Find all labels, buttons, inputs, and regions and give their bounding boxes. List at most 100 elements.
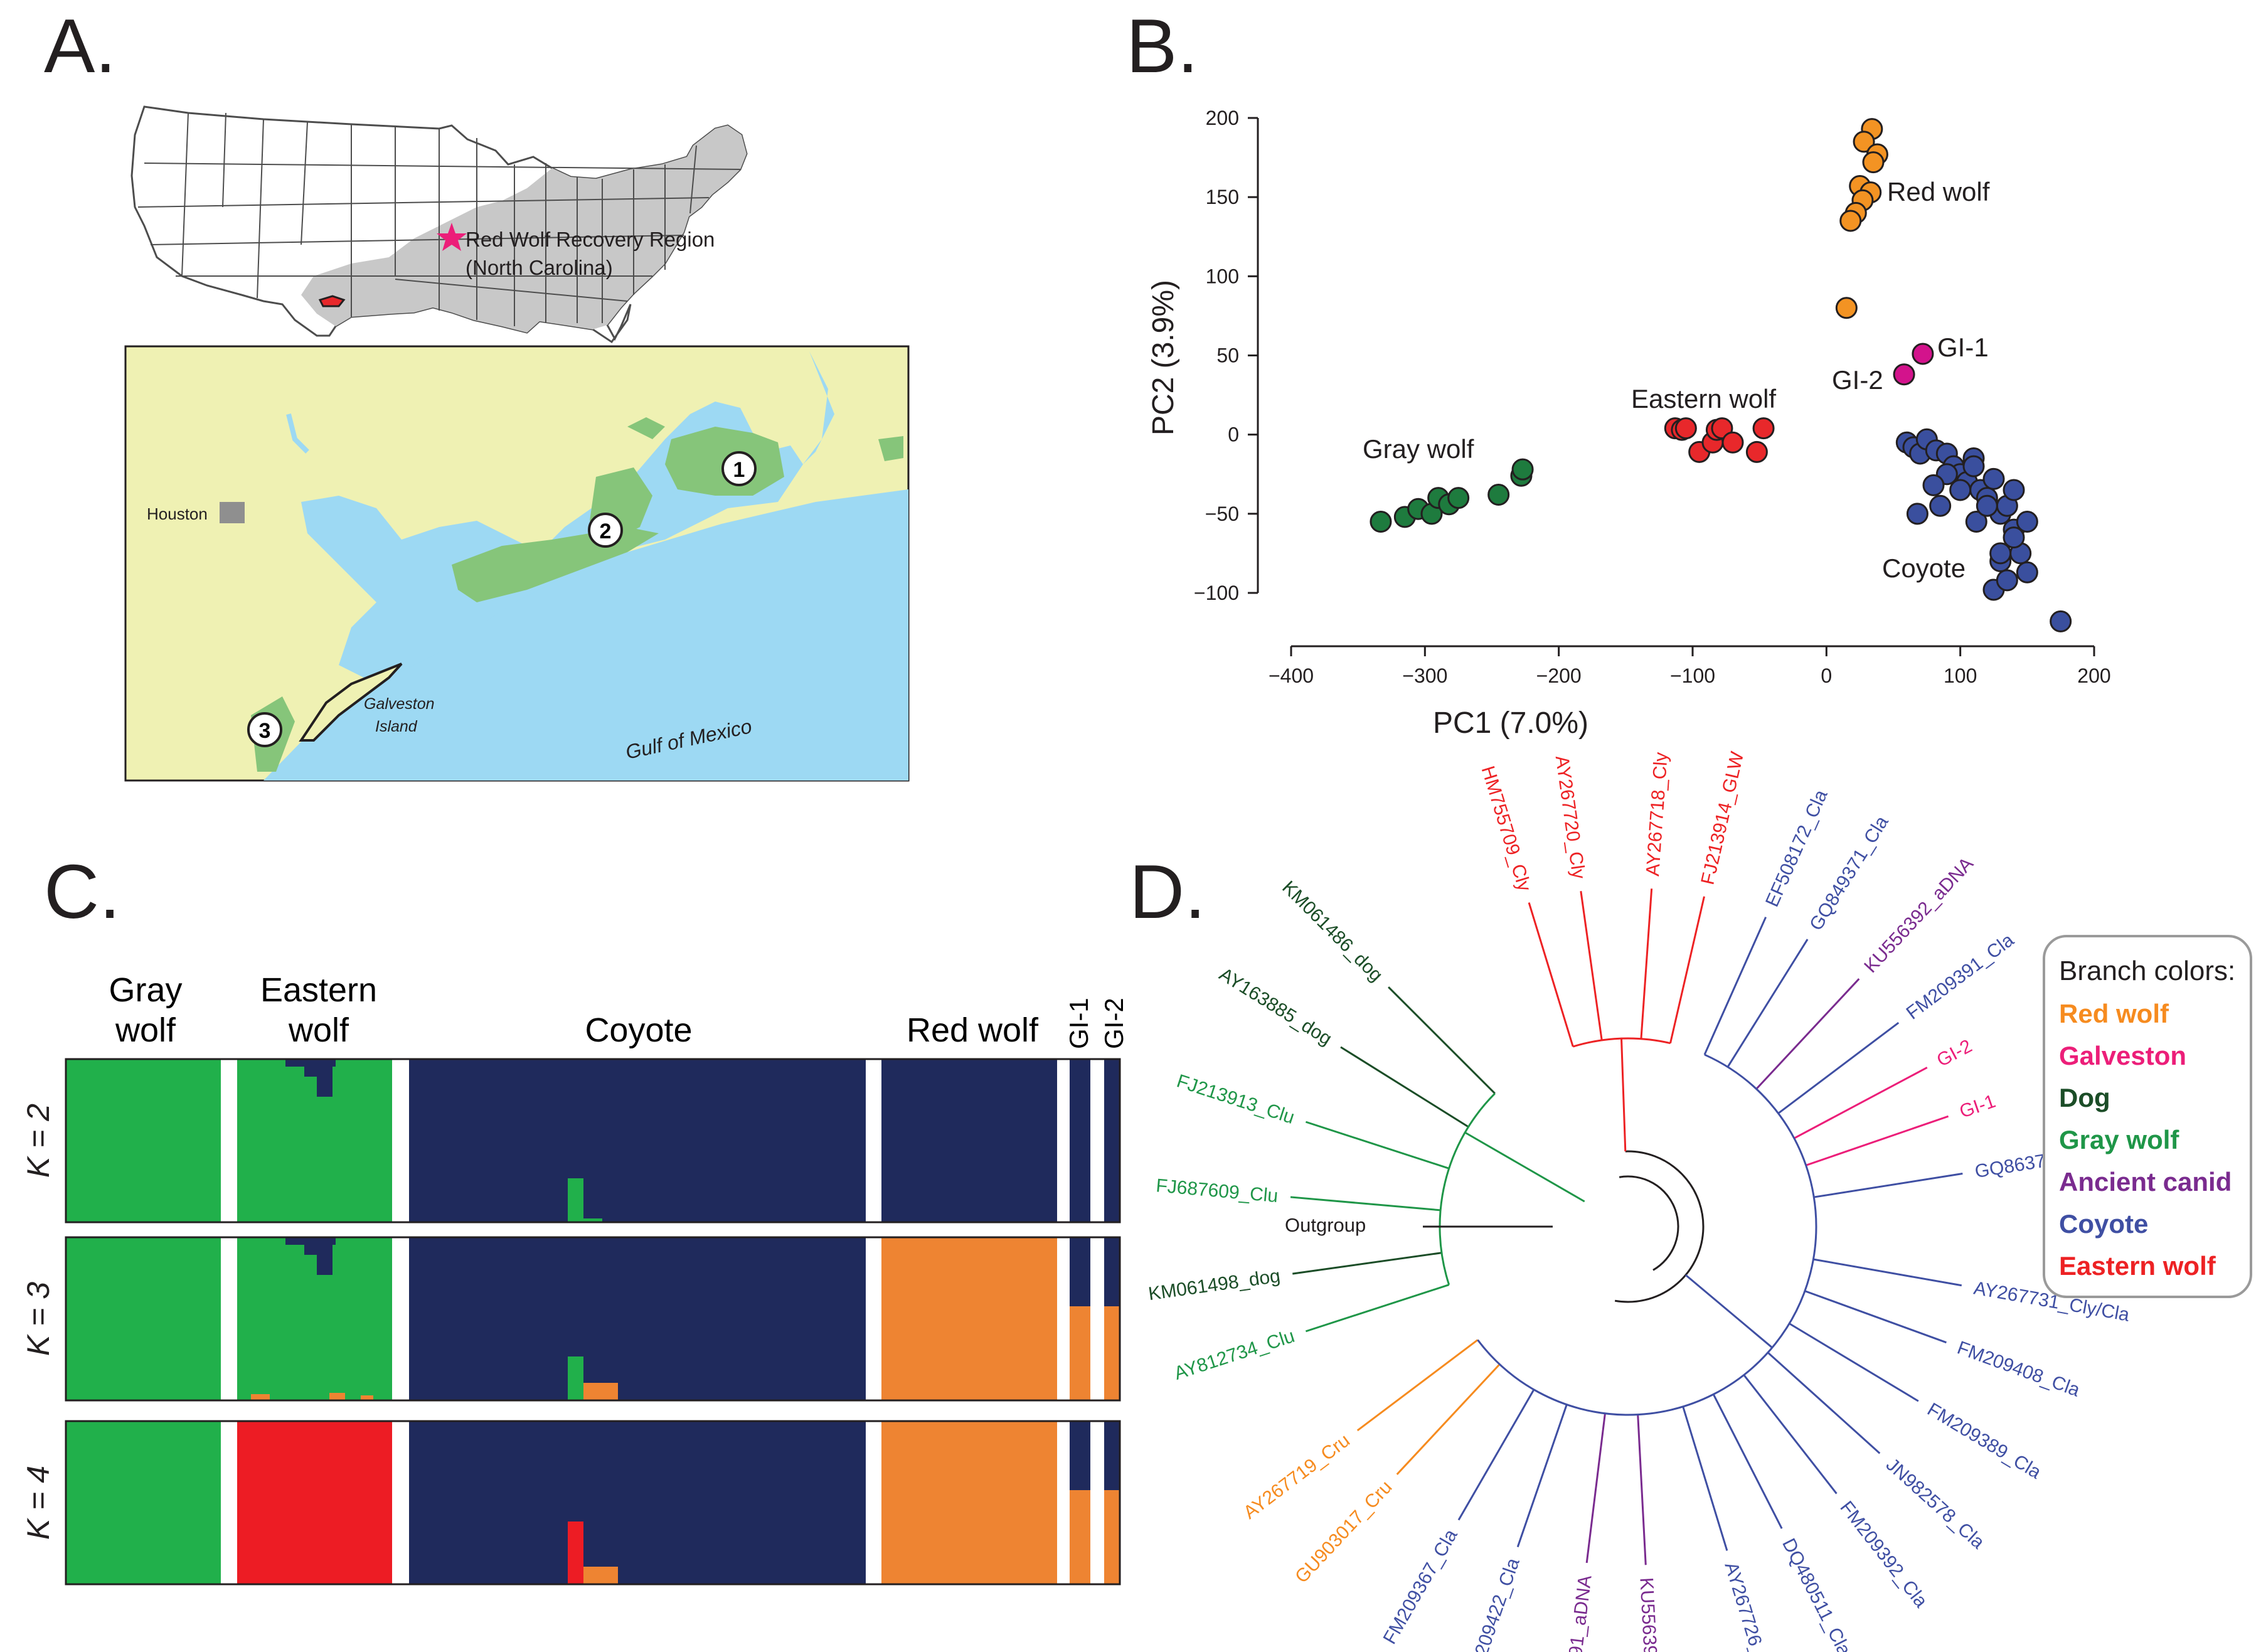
col-label-eastern-1: Eastern bbox=[260, 971, 377, 1009]
pca-point-gi-1 bbox=[1912, 343, 1934, 365]
pca-point-coyote bbox=[1962, 455, 1985, 477]
pca-point-gray-wolf bbox=[1511, 458, 1534, 481]
tree-branch bbox=[1637, 1414, 1647, 1565]
bar-coyote-admixed bbox=[583, 1218, 602, 1222]
tree-stem bbox=[1464, 1131, 1585, 1203]
bar-coyote-admixed bbox=[568, 1356, 583, 1400]
pca-x-tick-label: −200 bbox=[1536, 664, 1582, 687]
admixture-row-frame bbox=[65, 1236, 1121, 1402]
pca-ylabel: PC2 (3.9%) bbox=[1147, 280, 1180, 435]
pca-point-red-wolf bbox=[1835, 297, 1858, 319]
bar-gi-2 bbox=[1104, 1059, 1120, 1222]
tree-branch bbox=[1813, 1258, 1962, 1287]
tree-branch bbox=[1585, 1413, 1606, 1564]
galveston-inset-map bbox=[124, 345, 910, 782]
tree-branch bbox=[1712, 1394, 1783, 1529]
tree-branch bbox=[1743, 1374, 1838, 1495]
tree-branch bbox=[1726, 939, 1809, 1068]
pca-point-eastern-wolf bbox=[1721, 431, 1744, 454]
tree-leaf-label: KM061498_dog bbox=[1147, 1266, 1281, 1304]
col-label-red-wolf: Red wolf bbox=[907, 1011, 1039, 1049]
bar-eastern-wolf-coyote-share bbox=[317, 1237, 332, 1275]
outgroup-label: Outgroup bbox=[1285, 1214, 1366, 1236]
legend-item: Eastern wolf bbox=[2059, 1251, 2216, 1281]
pca-point-red-wolf bbox=[1839, 210, 1862, 232]
bar-eastern-wolf-coyote-share bbox=[304, 1059, 317, 1077]
tree-branch bbox=[1814, 1173, 1963, 1198]
tree-branch bbox=[1457, 1389, 1535, 1521]
tree-branch bbox=[1703, 917, 1767, 1055]
tree-leaf-label: AY267726_Cly/Cla bbox=[1720, 1560, 1786, 1652]
site-marker-3: 3 bbox=[247, 712, 282, 747]
legend-title: Branch colors: bbox=[2059, 956, 2235, 986]
tree-leaf-label: GI-1 bbox=[1957, 1091, 1998, 1122]
bar-eastern-wolf-red-share bbox=[329, 1393, 345, 1400]
k-row-label: K = 3 bbox=[21, 1282, 56, 1356]
bar-gi-2 bbox=[1104, 1421, 1120, 1490]
tree-leaf-label: FJ687609_Clu bbox=[1155, 1175, 1279, 1207]
tree-branch bbox=[1388, 986, 1496, 1094]
tree-leaf-label: FM209408_Cla bbox=[1954, 1337, 2082, 1400]
bar-gi-1 bbox=[1070, 1490, 1090, 1584]
tree-branch bbox=[1794, 1067, 1928, 1139]
col-label-gi-1: GI-1 bbox=[1064, 998, 1093, 1049]
legend-item: Ancient canid bbox=[2059, 1167, 2232, 1196]
legend-item: Red wolf bbox=[2059, 999, 2169, 1028]
tree-branch bbox=[1396, 1363, 1501, 1475]
pca-point-red-wolf bbox=[1853, 131, 1875, 153]
pca-y-tick-label: −50 bbox=[1205, 503, 1239, 525]
pca-point-coyote bbox=[1989, 542, 2012, 565]
pca-point-coyote bbox=[1996, 569, 2018, 592]
bar-coyote-admixed bbox=[568, 1178, 583, 1222]
pca-annotation-gray-wolf: Gray wolf bbox=[1363, 434, 1474, 464]
bar-eastern-wolf-coyote-share bbox=[304, 1237, 317, 1255]
tree-branch bbox=[1356, 1339, 1479, 1432]
pca-point-coyote bbox=[1982, 467, 2005, 490]
site-number-2: 2 bbox=[600, 520, 612, 543]
bar-eastern-wolf-red-share bbox=[361, 1395, 373, 1400]
legend-item: Dog bbox=[2059, 1083, 2110, 1112]
pca-point-coyote bbox=[1929, 494, 1952, 517]
branch-color-legend: Branch colors: Red wolf Galveston Dog Gray … bbox=[2043, 935, 2252, 1298]
tree-leaf-label: AY267718_Cly bbox=[1642, 752, 1672, 877]
pca-x-tick-label: −400 bbox=[1269, 664, 1314, 687]
legend-item: Coyote bbox=[2059, 1209, 2148, 1239]
panel-label-a: A. bbox=[44, 3, 117, 88]
tree-branch bbox=[1290, 1196, 1441, 1212]
site-marker-1: 1 bbox=[721, 451, 757, 486]
tree-leaf-label: KU556392_aDNA bbox=[1860, 853, 1977, 977]
tree-leaf-label: KM061486_dog bbox=[1278, 877, 1386, 986]
bar-red-wolf bbox=[881, 1421, 1057, 1584]
tree-leaf-label: FM209389_Cla bbox=[1923, 1399, 2045, 1483]
pca-y-tick-label: 100 bbox=[1206, 265, 1239, 287]
pca-x-tick-label: 200 bbox=[2077, 664, 2110, 687]
tree-leaf-label: GI-2 bbox=[1934, 1036, 1976, 1072]
bar-eastern-wolf bbox=[237, 1237, 392, 1400]
panel-label-c: C. bbox=[44, 849, 120, 934]
pca-annotation-eastern-wolf: Eastern wolf bbox=[1631, 384, 1776, 413]
pca-point-coyote bbox=[1922, 474, 1945, 496]
tree-branch bbox=[1755, 978, 1860, 1090]
admixture-row-k2: K = 2 bbox=[21, 1058, 1121, 1223]
pca-point-gray-wolf bbox=[1447, 487, 1470, 509]
tree-leaf-label: FM209392_Cla bbox=[1836, 1497, 1931, 1611]
tree-branch bbox=[1528, 902, 1574, 1047]
clade-arc-root-inner bbox=[1619, 1175, 1679, 1271]
bar-coyote bbox=[409, 1237, 866, 1400]
site-number-1: 1 bbox=[733, 458, 745, 482]
bar-gray-wolf bbox=[66, 1059, 221, 1222]
bar-gi-1 bbox=[1070, 1237, 1090, 1306]
tree-stem bbox=[1620, 1038, 1627, 1152]
admixture-row-k3: K = 3 bbox=[21, 1236, 1121, 1402]
tree-branch bbox=[1305, 1284, 1450, 1333]
pca-point-coyote bbox=[1906, 503, 1928, 525]
pca-x-tick-label: 100 bbox=[1944, 664, 1977, 687]
clade-arc-coyote bbox=[1477, 1053, 1817, 1416]
bar-eastern-wolf bbox=[237, 1059, 392, 1222]
tree-leaf-label: HM755709_Cly bbox=[1477, 764, 1535, 893]
pca-point-gray-wolf bbox=[1487, 484, 1510, 506]
panel-label-b: B. bbox=[1126, 3, 1199, 88]
recovery-region-star bbox=[437, 223, 467, 251]
